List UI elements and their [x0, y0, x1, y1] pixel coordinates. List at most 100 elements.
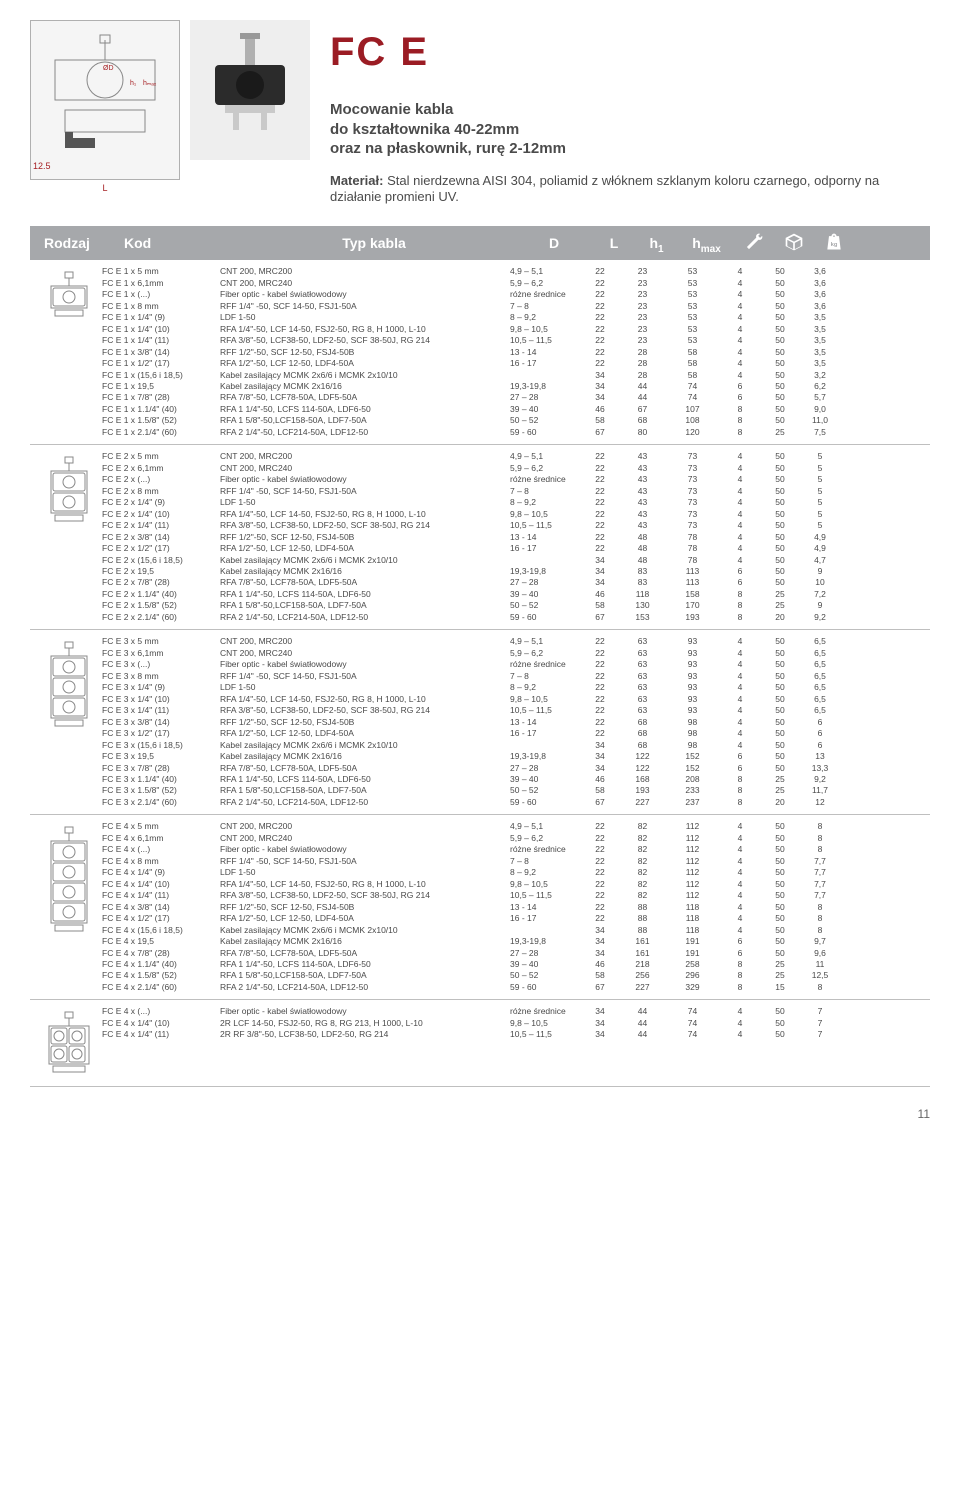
cell-weight: 9	[800, 566, 840, 577]
cell-qty: 50	[760, 381, 800, 392]
cell-qty: 50	[760, 925, 800, 936]
cell-hmax: 191	[665, 948, 720, 959]
cell-kod: FC E 4 x (...)	[102, 844, 220, 855]
table-section: FC E 2 x 5 mmCNT 200, MRC2004,9 – 5,1224…	[30, 445, 930, 630]
cell-hmax: 237	[665, 797, 720, 808]
cell-qty: 50	[760, 728, 800, 739]
cell-kod: FC E 4 x 1/4" (11)	[102, 1029, 220, 1040]
cell-d: 59 - 60	[500, 427, 580, 438]
cell-kod: FC E 3 x 1.5/8" (52)	[102, 785, 220, 796]
cell-weight: 3,6	[800, 301, 840, 312]
cell-wrench: 6	[720, 751, 760, 762]
cell-l: 22	[580, 278, 620, 289]
th-l: L	[594, 235, 634, 251]
cell-typ: CNT 200, MRC240	[220, 463, 500, 474]
cell-h1: 80	[620, 427, 665, 438]
material-label: Materiał:	[330, 173, 383, 188]
cell-d: 9,8 – 10,5	[500, 1018, 580, 1029]
cell-kod: FC E 4 x 1.5/8" (52)	[102, 970, 220, 981]
material-line: Materiał: Stal nierdzewna AISI 304, poli…	[330, 173, 930, 207]
cell-weight: 3,5	[800, 312, 840, 323]
cell-hmax: 93	[665, 636, 720, 647]
cell-l: 22	[580, 335, 620, 346]
table-row: FC E 4 x 1/2" (17)RFA 1/2"-50, LCF 12-50…	[102, 913, 930, 924]
cell-qty: 50	[760, 1006, 800, 1017]
cell-l: 22	[580, 856, 620, 867]
cell-d: 16 - 17	[500, 543, 580, 554]
cell-hmax: 193	[665, 612, 720, 623]
table-row: FC E 4 x (...)Fiber optic - kabel światł…	[102, 844, 930, 855]
cell-kod: FC E 2 x 1.1/4" (40)	[102, 589, 220, 600]
cell-h1: 28	[620, 347, 665, 358]
cell-l: 46	[580, 589, 620, 600]
cell-h1: 67	[620, 404, 665, 415]
cell-kod: FC E 3 x (...)	[102, 659, 220, 670]
cell-typ: RFA 1 5/8"-50,LCF158-50A, LDF7-50A	[220, 785, 500, 796]
cell-weight: 9,7	[800, 936, 840, 947]
cell-typ: RFA 1/2"-50, LCF 12-50, LDF4-50A	[220, 358, 500, 369]
table-row: FC E 2 x 1.5/8" (52)RFA 1 5/8"-50,LCF158…	[102, 600, 930, 611]
cell-qty: 50	[760, 821, 800, 832]
cell-d: 7 – 8	[500, 301, 580, 312]
table-row: FC E 3 x 1/4" (9)LDF 1-508 – 9,222639345…	[102, 682, 930, 693]
cell-d: różne średnice	[500, 1006, 580, 1017]
cell-l: 46	[580, 959, 620, 970]
material-text: Stal nierdzewna AISI 304, poliamid z włó…	[330, 173, 879, 205]
cell-hmax: 53	[665, 324, 720, 335]
cell-h1: 88	[620, 902, 665, 913]
cell-wrench: 4	[720, 497, 760, 508]
cell-weight: 11	[800, 959, 840, 970]
cell-l: 46	[580, 404, 620, 415]
cell-kod: FC E 3 x (15,6 i 18,5)	[102, 740, 220, 751]
cell-d	[500, 925, 580, 936]
cell-h1: 118	[620, 589, 665, 600]
cell-kod: FC E 2 x (...)	[102, 474, 220, 485]
cell-l: 34	[580, 392, 620, 403]
cell-h1: 161	[620, 948, 665, 959]
cell-typ: CNT 200, MRC200	[220, 266, 500, 277]
cell-typ: RFA 7/8"-50, LCF78-50A, LDF5-50A	[220, 392, 500, 403]
cell-weight: 7,7	[800, 867, 840, 878]
cell-h1: 68	[620, 415, 665, 426]
cell-hmax: 258	[665, 959, 720, 970]
cell-qty: 50	[760, 520, 800, 531]
cell-typ: RFA 3/8"-50, LCF38-50, LDF2-50, SCF 38-5…	[220, 890, 500, 901]
cell-kod: FC E 2 x (15,6 i 18,5)	[102, 555, 220, 566]
cell-typ: RFA 1/4"-50, LCF 14-50, FSJ2-50, RG 8, H…	[220, 509, 500, 520]
th-typ: Typ kabla	[234, 235, 514, 251]
cell-typ: Fiber optic - kabel światłowodowy	[220, 659, 500, 670]
cell-d	[500, 370, 580, 381]
cell-l: 58	[580, 970, 620, 981]
cell-qty: 50	[760, 1018, 800, 1029]
table-row: FC E 4 x 1/4" (10)2R LCF 14-50, FSJ2-50,…	[102, 1018, 930, 1029]
cell-qty: 50	[760, 763, 800, 774]
cell-h1: 23	[620, 266, 665, 277]
cell-typ: 2R LCF 14-50, FSJ2-50, RG 8, RG 213, H 1…	[220, 1018, 500, 1029]
cell-h1: 168	[620, 774, 665, 785]
cell-qty: 50	[760, 740, 800, 751]
cell-kod: FC E 4 x 1/4" (10)	[102, 1018, 220, 1029]
cell-l: 34	[580, 566, 620, 577]
cell-wrench: 4	[720, 509, 760, 520]
cell-d: 8 – 9,2	[500, 312, 580, 323]
clip-type-icon	[30, 1006, 102, 1080]
cell-wrench: 8	[720, 600, 760, 611]
table-row: FC E 4 x (15,6 i 18,5)Kabel zasilający M…	[102, 925, 930, 936]
cell-weight: 11,0	[800, 415, 840, 426]
cell-typ: LDF 1-50	[220, 682, 500, 693]
table-row: FC E 4 x (...)Fiber optic - kabel światł…	[102, 1006, 930, 1017]
cell-l: 22	[580, 833, 620, 844]
cell-wrench: 4	[720, 648, 760, 659]
cell-d: 50 – 52	[500, 415, 580, 426]
cell-typ: RFA 2 1/4"-50, LCF214-50A, LDF12-50	[220, 427, 500, 438]
cell-hmax: 53	[665, 278, 720, 289]
cell-h1: 44	[620, 392, 665, 403]
cell-typ: CNT 200, MRC240	[220, 833, 500, 844]
cell-hmax: 112	[665, 890, 720, 901]
cell-l: 34	[580, 1006, 620, 1017]
cell-qty: 15	[760, 982, 800, 993]
cell-qty: 50	[760, 278, 800, 289]
table-row: FC E 4 x 5 mmCNT 200, MRC2004,9 – 5,1228…	[102, 821, 930, 832]
cell-hmax: 158	[665, 589, 720, 600]
cell-weight: 7,7	[800, 890, 840, 901]
